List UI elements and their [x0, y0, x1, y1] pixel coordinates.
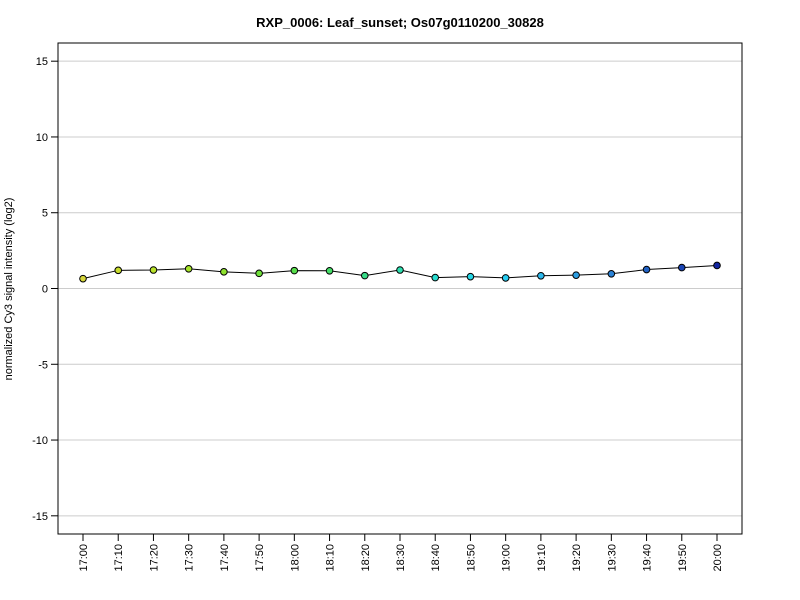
- data-point: [396, 266, 404, 274]
- x-tick-label: 17:50: [254, 544, 266, 572]
- x-tick-label: 18:50: [465, 544, 477, 572]
- data-point: [677, 263, 686, 272]
- data-point: [360, 271, 369, 280]
- data-point: [255, 269, 263, 278]
- data-point: [220, 268, 228, 276]
- data-point: [466, 272, 475, 281]
- data-point: [325, 266, 334, 275]
- data-series: [79, 261, 721, 283]
- data-point: [114, 266, 123, 275]
- y-tick-label: 0: [42, 284, 48, 296]
- x-axis: 17:00 17:10 17:20 17:30 17:40 17:50 18:00 18:10…: [78, 534, 724, 572]
- data-point: [184, 264, 193, 273]
- chart-title: RXP_0006: Leaf_sunset; Os07g0110200_3082…: [256, 15, 544, 30]
- data-point: [79, 274, 87, 283]
- x-tick-label: 18:20: [360, 544, 372, 572]
- data-point: [149, 266, 158, 274]
- data-point: [713, 261, 721, 270]
- y-tick-label: -5: [38, 359, 48, 371]
- y-axis-label: normalized Cy3 signal intensity (log2): [3, 198, 15, 381]
- y-tick-label: 5: [42, 208, 48, 220]
- data-point: [431, 273, 440, 282]
- y-axis: 15 10 5 0 -5 -10 -15: [32, 56, 58, 523]
- data-point: [642, 265, 651, 274]
- x-tick-label: 20:00: [712, 544, 724, 572]
- x-tick-label: 19:10: [536, 544, 548, 572]
- x-tick-label: 19:20: [571, 544, 583, 572]
- x-tick-label: 17:30: [184, 544, 196, 572]
- data-point: [290, 266, 299, 275]
- x-tick-label: 19:50: [677, 544, 689, 572]
- x-tick-label: 18:40: [430, 544, 442, 572]
- x-tick-label: 18:10: [325, 544, 337, 572]
- x-tick-label: 19:30: [606, 544, 618, 572]
- data-point: [537, 271, 545, 280]
- x-tick-label: 17:40: [219, 544, 231, 572]
- x-tick-label: 19:00: [501, 544, 513, 572]
- y-tick-label: -10: [32, 435, 48, 447]
- data-point: [607, 270, 616, 278]
- x-tick-label: 17:00: [78, 544, 90, 572]
- data-point: [501, 274, 510, 282]
- data-point: [572, 271, 580, 279]
- x-tick-label: 17:10: [113, 544, 125, 572]
- y-tick-label: 15: [36, 56, 48, 68]
- gridlines: [58, 60, 742, 517]
- y-tick-label: -15: [32, 511, 48, 523]
- y-tick-label: 10: [36, 132, 48, 144]
- x-tick-label: 19:40: [642, 544, 654, 572]
- x-tick-label: 18:00: [289, 544, 301, 572]
- x-tick-label: 17:20: [148, 544, 160, 572]
- x-tick-label: 18:30: [395, 544, 407, 572]
